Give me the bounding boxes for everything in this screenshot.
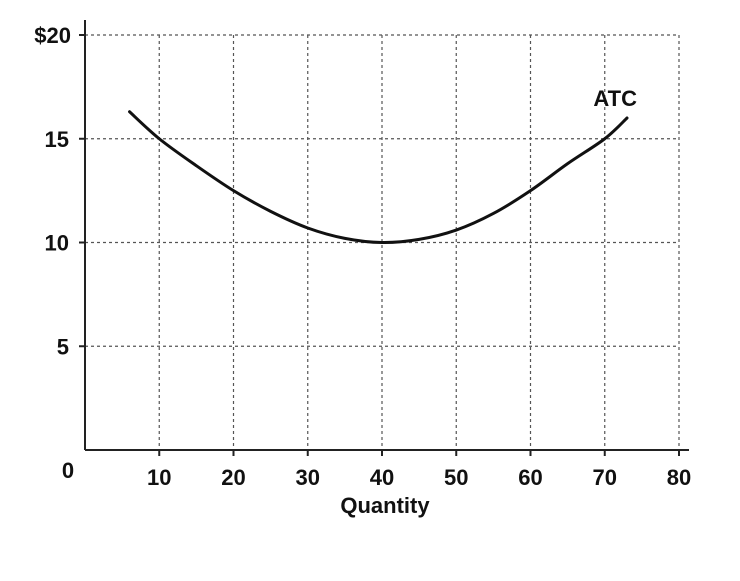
y-tick-label-15: 15 — [45, 127, 69, 152]
x-tick-label-40: 40 — [370, 465, 394, 490]
series-layer: ATC — [128, 86, 637, 245]
x-tick-label-50: 50 — [444, 465, 468, 490]
x-tick-label-20: 20 — [221, 465, 245, 490]
y-tick-label-top: $20 — [34, 23, 71, 48]
x-tick-label-70: 70 — [593, 465, 617, 490]
x-tick-label-30: 30 — [296, 465, 320, 490]
x-tick-label-10: 10 — [147, 465, 171, 490]
grid-lines — [85, 34, 680, 450]
origin-label: 0 — [62, 458, 74, 483]
series-line-atc — [128, 110, 629, 245]
tick-labels: 10 20 30 40 50 60 70 80 5 10 15 $20 0 — [34, 23, 691, 490]
y-tick-label-5: 5 — [57, 334, 69, 359]
y-tick-label-10: 10 — [45, 231, 69, 256]
axes — [79, 20, 689, 456]
series-label-atc: ATC — [593, 86, 637, 111]
x-axis-label: Quantity — [340, 493, 430, 518]
x-tick-label-80: 80 — [667, 465, 691, 490]
x-tick-label-60: 60 — [518, 465, 542, 490]
